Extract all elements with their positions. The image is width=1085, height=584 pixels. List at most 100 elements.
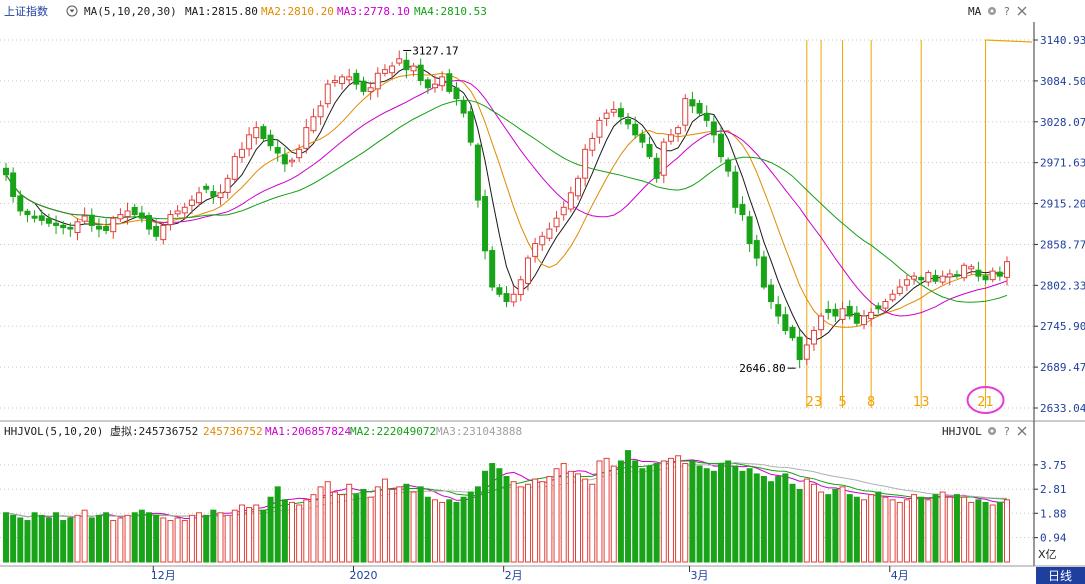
candle-up — [968, 266, 975, 270]
candle — [439, 71, 446, 91]
candle — [310, 108, 317, 134]
volume-bar-up — [167, 520, 174, 563]
candle — [639, 129, 646, 149]
volume-bar-down — [474, 486, 481, 563]
candle — [417, 58, 424, 86]
volume-bar-down — [467, 491, 474, 563]
candle-up — [224, 177, 231, 193]
candle-up — [124, 210, 131, 217]
candle — [103, 218, 110, 235]
ma3-line — [5, 79, 1008, 317]
candle-up — [310, 116, 317, 132]
candle-up — [517, 279, 524, 296]
candle — [489, 246, 496, 291]
candle-up — [553, 217, 560, 228]
volume-bar-down — [975, 499, 982, 563]
candle-up — [410, 65, 417, 72]
volume-bar-up — [946, 496, 953, 563]
volume-bar-up — [196, 512, 203, 563]
candle — [110, 215, 117, 239]
candle-up — [582, 148, 589, 179]
candle-up — [575, 177, 581, 197]
candle — [38, 209, 45, 226]
candle-up — [396, 58, 403, 64]
time-tick-label: 12月 — [151, 569, 176, 582]
candle — [961, 262, 968, 282]
volume-bar-up — [124, 514, 131, 563]
candle — [889, 289, 896, 303]
candle-down — [281, 154, 288, 165]
candle-up — [253, 127, 260, 139]
candle-down — [17, 195, 24, 212]
volume-bar-down — [203, 514, 210, 563]
question-icon[interactable]: ? — [1004, 5, 1010, 18]
price-tick-label: 2915.20 — [1040, 198, 1085, 211]
volume-bar-down — [718, 463, 724, 563]
volume-bar-down — [768, 481, 775, 563]
volume-bar-up — [238, 504, 245, 563]
candle — [918, 275, 925, 285]
dropdown-icon[interactable] — [66, 5, 78, 17]
vol-virtual-label: 虚拟:245736752 — [110, 424, 198, 438]
candle-down — [625, 118, 632, 125]
candle-down — [846, 305, 853, 317]
candle-down — [210, 191, 217, 197]
candle — [782, 306, 789, 335]
candle-down — [131, 206, 138, 216]
candle — [768, 278, 775, 310]
candle-up — [303, 127, 310, 149]
candle — [346, 68, 353, 86]
candle-up — [911, 275, 918, 280]
volume-bar-up — [110, 520, 117, 563]
candle — [403, 51, 410, 79]
candle-down — [67, 226, 74, 230]
candle-up — [946, 273, 953, 278]
volume-bar-up — [596, 460, 603, 563]
candle — [861, 309, 867, 330]
candle — [3, 162, 9, 181]
volume-bar-up — [331, 491, 338, 563]
candle — [396, 50, 403, 66]
volume-bar-down — [646, 465, 653, 563]
volume-bar-down — [789, 483, 796, 563]
candle — [124, 202, 131, 225]
volume-bar-down — [138, 509, 145, 563]
candle-down — [639, 133, 646, 143]
candle-up — [389, 65, 396, 74]
volume-bar-down — [210, 509, 217, 563]
volume-bar-up — [346, 483, 353, 563]
question-icon[interactable]: ? — [1004, 425, 1010, 438]
close-icon[interactable] — [1017, 426, 1027, 436]
candlesticks — [3, 50, 1010, 369]
gear-icon[interactable] — [988, 427, 996, 435]
candle-up — [231, 156, 238, 180]
candle — [24, 208, 31, 223]
volume-bar-down — [825, 494, 832, 563]
volume-bar-up — [589, 483, 596, 563]
timeframe-label[interactable]: 日线 — [1048, 569, 1072, 583]
candle — [317, 100, 324, 125]
candle — [939, 270, 946, 285]
volume-bar-up — [396, 486, 403, 563]
candle-up — [324, 83, 331, 105]
candle — [274, 140, 281, 162]
volume-bar-up — [961, 496, 968, 563]
ma4-value: MA4:2810.53 — [414, 5, 487, 18]
volume-bar-up — [560, 463, 567, 563]
candle-down — [725, 159, 732, 172]
volume-bar-up — [546, 476, 553, 563]
volume-bar-up — [903, 499, 910, 563]
candle — [553, 211, 560, 232]
volume-bar-down — [760, 476, 767, 563]
candle-down — [768, 284, 775, 303]
fib-top-line — [985, 39, 1033, 43]
candle — [510, 285, 517, 307]
gear-icon[interactable] — [988, 7, 996, 15]
candle-up — [675, 127, 682, 135]
volume-bar-down — [446, 499, 453, 563]
time-tick-label: 3月 — [691, 569, 709, 582]
close-icon[interactable] — [1017, 6, 1027, 16]
timeframe-button[interactable] — [1036, 567, 1085, 584]
candle — [718, 127, 724, 163]
